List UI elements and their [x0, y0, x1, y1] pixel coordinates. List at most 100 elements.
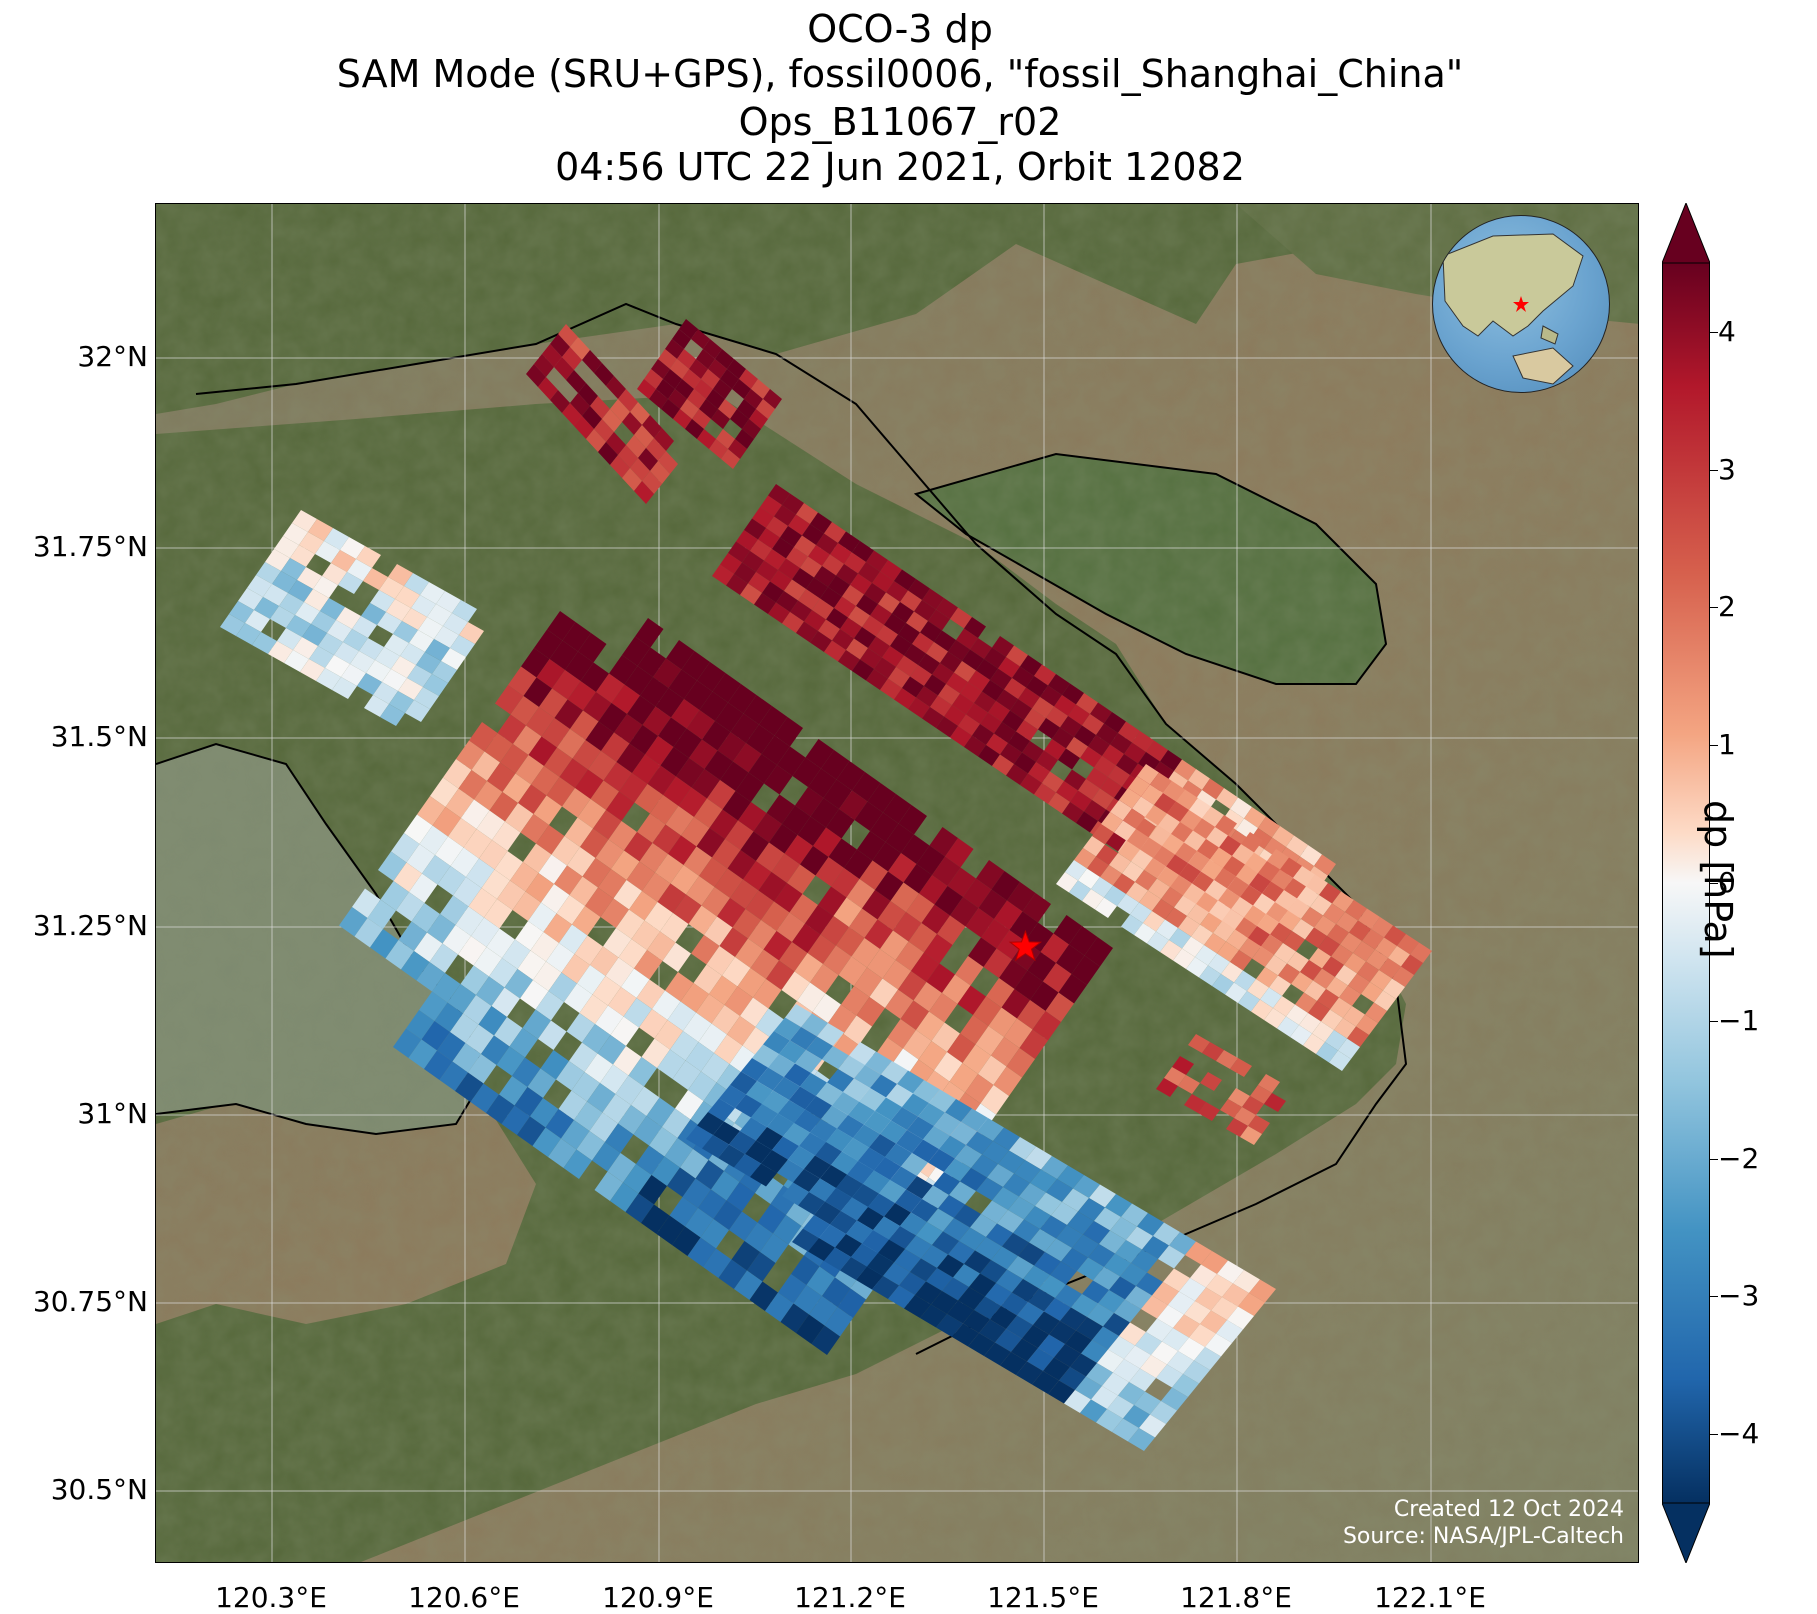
dp-cell: [1301, 907, 1323, 928]
dp-cell: [580, 828, 609, 858]
dp-cell: [968, 937, 997, 967]
dp-cell: [1092, 1326, 1119, 1350]
dp-cell: [975, 1026, 1004, 1056]
dp-cell: [863, 1170, 890, 1194]
dp-cell: [1167, 801, 1189, 822]
dp-cell: [808, 768, 837, 798]
dp-cell: [678, 787, 707, 817]
dp-cell: [696, 994, 725, 1024]
dp-cell: [514, 1087, 543, 1117]
dp-cell: [339, 907, 368, 937]
dp-cell: [1162, 834, 1184, 855]
dp-cell: [1056, 781, 1078, 802]
dp-cell: [695, 1160, 724, 1190]
dp-cell: [806, 1036, 833, 1060]
dp-cell: [726, 1182, 755, 1212]
dp-cell: [622, 636, 651, 666]
dp-cell: [526, 364, 546, 387]
dp-cell: [992, 754, 1014, 776]
dp-cell: [807, 934, 836, 964]
dp-cell: [598, 442, 618, 465]
dp-cell: [1234, 1107, 1256, 1126]
dp-cell: [515, 755, 544, 785]
lon-tick-label: 121.5°E: [987, 1581, 1099, 1614]
dp-cell: [747, 1252, 776, 1282]
dp-cell: [931, 1291, 958, 1314]
dp-cell: [1288, 898, 1310, 919]
dp-cell: [245, 610, 270, 632]
dp-cell: [411, 595, 436, 617]
dp-cell: [675, 1090, 704, 1120]
dp-cell: [776, 912, 805, 942]
dp-cell: [753, 813, 782, 843]
dp-cell: [887, 1019, 916, 1049]
dp-cell: [1316, 1042, 1338, 1063]
dp-cell: [736, 530, 758, 551]
dp-cell: [272, 571, 297, 593]
dp-cell: [1157, 1305, 1184, 1328]
dp-cell: [641, 1204, 670, 1234]
dp-cell: [523, 843, 552, 873]
dp-cell: [748, 572, 770, 593]
dp-cell: [983, 948, 1012, 978]
dp-cell: [1122, 861, 1144, 882]
dp-cell: [1222, 809, 1244, 830]
dp-cell: [481, 869, 510, 899]
dp-cell: [564, 983, 593, 1013]
dp-cell: [698, 1023, 727, 1053]
map-panel[interactable]: Created 12 Oct 2024 Source: NASA/JPL-Cal…: [155, 203, 1639, 1563]
dp-cell: [714, 1034, 743, 1064]
dp-cell: [937, 1254, 964, 1278]
dp-cell: [866, 669, 888, 690]
dp-cell: [808, 1238, 835, 1261]
dp-cell: [703, 339, 722, 359]
dp-cell: [1186, 957, 1208, 978]
dp-cell: [751, 379, 770, 399]
dp-cell: [308, 519, 333, 541]
dp-cell: [905, 1235, 932, 1259]
dp-cell: [662, 942, 691, 972]
dp-cell: [944, 1158, 971, 1182]
dp-cell: [606, 376, 626, 399]
dp-cell: [616, 909, 645, 939]
dp-cell: [1114, 1299, 1141, 1323]
dp-cell: [709, 439, 728, 459]
dp-cell: [993, 1066, 1022, 1096]
dp-cell: [414, 932, 443, 962]
dp-cell: [912, 1139, 939, 1163]
dp-cell: [688, 905, 717, 935]
dp-cell: [652, 824, 681, 854]
dp-cell: [427, 914, 456, 944]
dp-cell: [631, 920, 660, 950]
dp-cell: [1135, 870, 1157, 891]
dp-cell: [1080, 746, 1102, 768]
dp-cell: [707, 780, 736, 810]
dp-cell: [703, 1248, 732, 1278]
dp-cell: [1096, 844, 1118, 865]
dp-cell: [782, 493, 804, 515]
dp-cell: [1272, 826, 1294, 847]
dp-cell: [748, 920, 777, 950]
dp-cell: [492, 821, 521, 851]
dp-cell: [798, 589, 820, 610]
dp-cell: [862, 890, 891, 920]
dp-cell: [1101, 812, 1123, 833]
dp-cell: [1056, 1225, 1083, 1248]
dp-cell: [630, 458, 650, 481]
dp-cell: [673, 409, 692, 429]
dp-cell: [642, 706, 671, 736]
dp-cell: [986, 733, 1008, 755]
dp-cell: [794, 953, 823, 983]
dp-cell: [558, 1090, 587, 1120]
dp-cell: [316, 668, 341, 690]
dp-cell: [788, 1146, 815, 1169]
dp-cell: [523, 677, 552, 707]
title-line-1: OCO-3 dp: [807, 7, 993, 51]
dp-cell: [1192, 871, 1214, 892]
dp-cell: [1161, 887, 1183, 908]
dp-cell: [542, 344, 562, 367]
dp-cell: [1264, 1008, 1286, 1029]
dp-cell: [1012, 666, 1034, 688]
lon-tick-label: 120.3°E: [215, 1581, 327, 1614]
dp-cell: [683, 1012, 712, 1042]
